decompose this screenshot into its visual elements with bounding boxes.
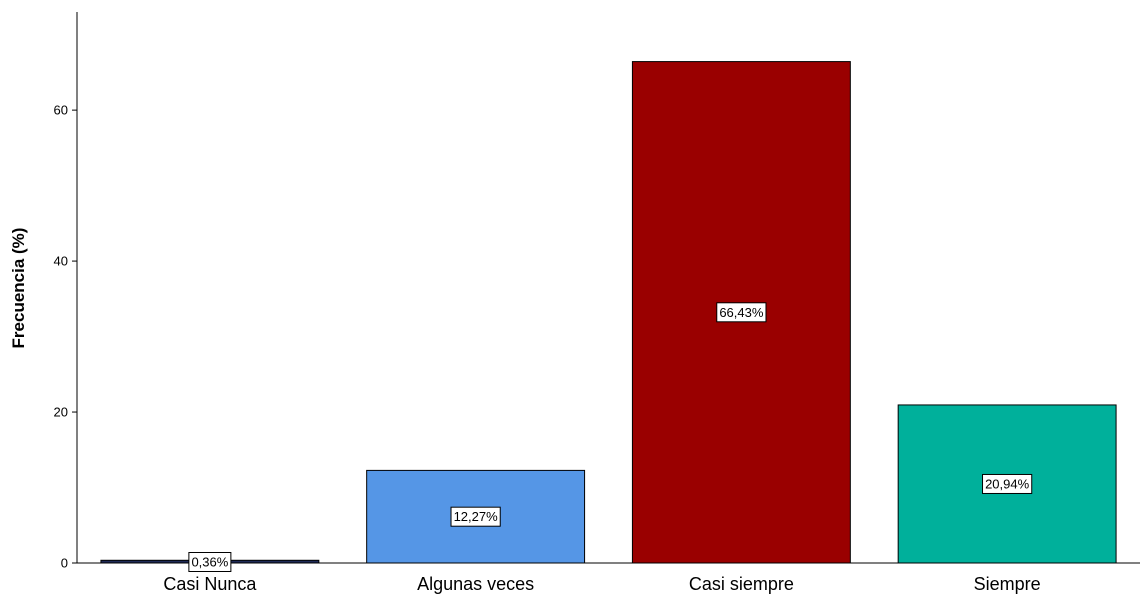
data-label-box [450, 506, 501, 527]
y-tick-label: 60 [54, 103, 68, 118]
x-tick-label: Casi siempre [689, 574, 794, 594]
x-axis-labels: Casi Nunca Algunas veces Casi siempre Siemp… [163, 574, 1040, 594]
x-tick-label: Siempre [974, 574, 1041, 594]
data-label-box [716, 302, 767, 323]
y-tick-label: 20 [54, 405, 68, 420]
data-label: 12,27% [454, 509, 499, 524]
y-axis-label: Frecuencia (%) [9, 228, 28, 349]
y-tick-label: 0 [61, 556, 68, 571]
data-label: 0,36% [191, 555, 228, 570]
data-label: 20,94% [985, 476, 1030, 491]
data-label-box [188, 552, 232, 572]
x-tick-label: Casi Nunca [163, 574, 257, 594]
data-label-box [982, 473, 1033, 494]
x-tick-label: Algunas veces [417, 574, 534, 594]
y-tick-label: 40 [54, 254, 68, 269]
y-axis: 0 20 40 60 [54, 12, 78, 571]
data-label: 66,43% [719, 305, 764, 320]
bars: 0,36% 12,27% 66,43% 20,94% [77, 61, 1140, 572]
